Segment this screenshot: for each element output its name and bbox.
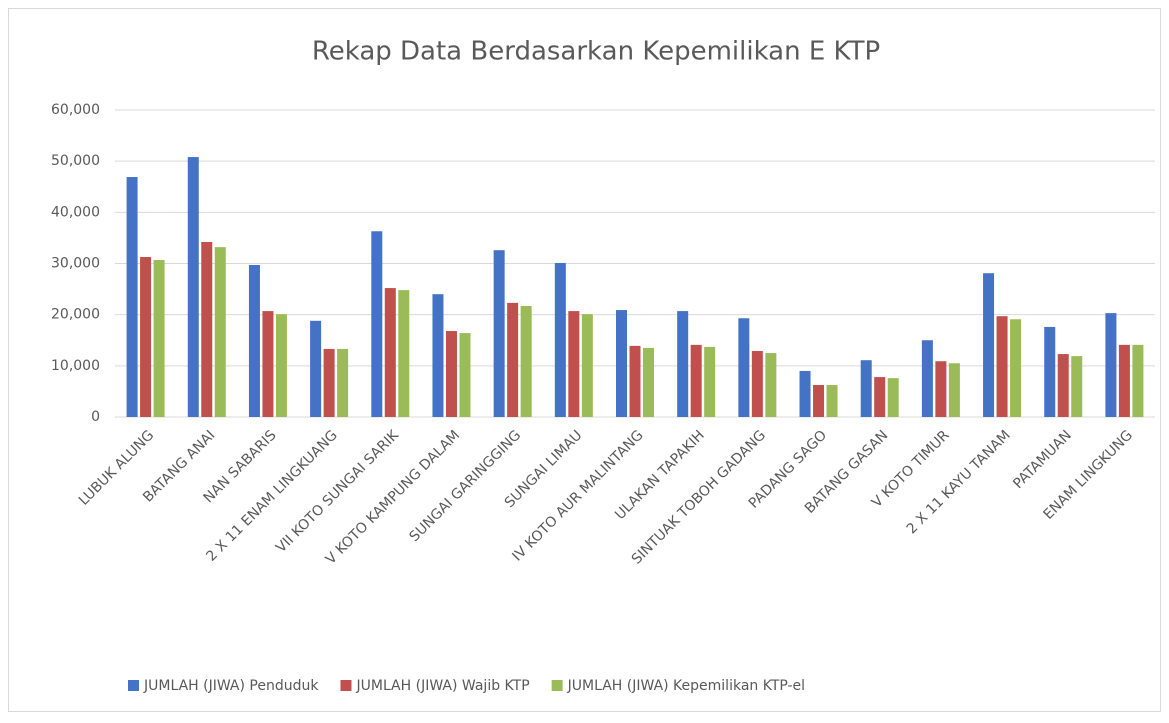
- bar: [874, 377, 886, 417]
- bar: [629, 345, 641, 417]
- bar: [126, 177, 138, 417]
- bar: [459, 333, 471, 417]
- legend-label: JUMLAH (JIWA) Penduduk: [143, 678, 319, 694]
- y-tick-label: 20,000: [51, 307, 100, 323]
- bar: [1118, 344, 1130, 417]
- bar: [887, 378, 899, 417]
- bar: [445, 331, 457, 417]
- bar: [520, 305, 532, 417]
- bar: [616, 310, 627, 417]
- bar: [983, 273, 995, 417]
- bar: [214, 247, 226, 417]
- bar: [310, 320, 322, 417]
- bar: [643, 347, 654, 417]
- bar: [398, 290, 410, 417]
- bar: [507, 302, 519, 417]
- legend-swatch: [551, 680, 563, 691]
- bar: [704, 346, 716, 417]
- bar: [432, 294, 444, 417]
- legend-label: JUMLAH (JIWA) Wajib KTP: [355, 678, 529, 694]
- bar: [1105, 313, 1117, 417]
- y-tick-label: 30,000: [51, 256, 100, 272]
- bar: [1010, 319, 1022, 417]
- bar: [738, 318, 750, 417]
- bar: [323, 348, 335, 417]
- bar: [799, 370, 811, 417]
- bar: [568, 311, 580, 417]
- bar: [677, 311, 689, 417]
- bar: [262, 311, 274, 417]
- bar: [1071, 356, 1083, 417]
- y-tick-label: 40,000: [51, 204, 100, 220]
- bar: [751, 350, 763, 417]
- chart-title: Rekap Data Berdasarkan Kepemilikan E KTP: [312, 37, 880, 67]
- bar: [765, 353, 777, 417]
- bar: [248, 265, 260, 417]
- bar: [371, 231, 383, 417]
- legend-swatch: [128, 680, 139, 691]
- bar: [690, 344, 702, 417]
- bar: [948, 363, 960, 417]
- y-tick-label: 60,000: [51, 102, 100, 118]
- bar: [384, 288, 396, 417]
- bar: [201, 242, 213, 417]
- bar: [826, 385, 838, 417]
- bar: [153, 260, 165, 417]
- bar: [275, 314, 287, 417]
- bar: [1132, 344, 1144, 417]
- bar: [921, 340, 933, 417]
- bar: [187, 157, 199, 417]
- bar: [493, 250, 505, 417]
- bar: [1057, 354, 1069, 417]
- bar: [554, 262, 566, 417]
- bar: [581, 314, 593, 417]
- bar: [996, 316, 1008, 417]
- y-tick-label: 50,000: [51, 153, 100, 169]
- bar: [140, 257, 152, 417]
- bar: [860, 360, 872, 417]
- bar: [1044, 326, 1056, 417]
- y-tick-label: 0: [91, 409, 100, 425]
- legend-label: JUMLAH (JIWA) Kepemilikan KTP-el: [567, 678, 805, 694]
- y-tick-label: 10,000: [51, 358, 100, 374]
- bar: [813, 385, 825, 417]
- legend-swatch: [340, 680, 352, 691]
- bar: [935, 361, 947, 417]
- bar: [337, 348, 349, 417]
